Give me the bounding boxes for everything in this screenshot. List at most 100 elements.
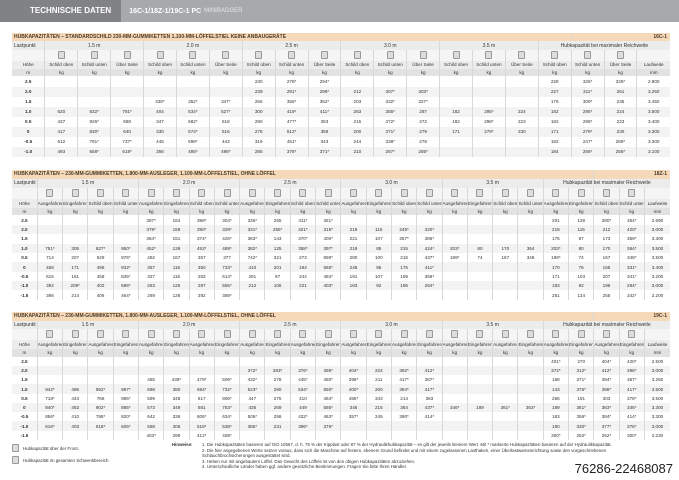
- cell: [87, 365, 114, 376]
- icon-cell: [274, 49, 309, 61]
- cell: 496: [87, 262, 114, 272]
- cell: 420*: [416, 224, 443, 235]
- cell: 252*: [568, 430, 594, 440]
- icon-cell: [188, 187, 215, 199]
- cell: 287: [188, 281, 215, 291]
- icon-cell: [175, 49, 210, 61]
- sub-header: Ausgefahren: [492, 340, 518, 349]
- unit: kg: [593, 207, 620, 216]
- cell: [112, 375, 139, 385]
- cell: [77, 96, 111, 107]
- cell: 180: [542, 421, 569, 431]
- cell: 446: [143, 136, 177, 147]
- cell: 273: [289, 252, 316, 263]
- cell: [112, 224, 139, 235]
- cell: 485*: [340, 393, 367, 403]
- sub-header: Ausgefahren: [340, 198, 367, 208]
- cell: 279*: [471, 126, 506, 137]
- cell: 92: [568, 281, 594, 291]
- icon-cell: [365, 329, 392, 341]
- icon-cell: [406, 49, 440, 61]
- sub-header: Ausgefahren: [188, 340, 215, 349]
- icon: [46, 188, 54, 197]
- icon-cell: [504, 49, 539, 61]
- cell: 348*: [618, 252, 645, 263]
- icon-cell: [208, 49, 243, 61]
- legend-item: Hubkapazität über der Front.: [12, 444, 122, 452]
- cell: 437*: [416, 402, 443, 413]
- unit: kg: [441, 207, 468, 216]
- cell: [441, 421, 468, 431]
- cell: 100: [365, 252, 392, 263]
- icon: [189, 50, 197, 59]
- cell: 321*: [289, 224, 316, 235]
- cell: [492, 262, 518, 272]
- cell: [365, 215, 392, 225]
- icon-cell: [62, 329, 88, 341]
- cell: [492, 421, 518, 431]
- cell: 244: [340, 136, 374, 147]
- icon-cell: [315, 329, 341, 341]
- icon: [425, 330, 433, 339]
- cell: 346: [340, 402, 367, 413]
- load-point: Lastpunkt: [12, 320, 38, 330]
- icon: [198, 188, 206, 197]
- cell: 128: [163, 290, 190, 300]
- cell: 835*: [112, 271, 139, 282]
- cell: 437*: [416, 252, 443, 263]
- cell: [208, 76, 243, 87]
- height: 1.0: [12, 243, 38, 253]
- cell: 278: [406, 136, 440, 147]
- cell: 987*: [112, 384, 139, 394]
- cell: 215: [365, 402, 392, 413]
- cell: 326*: [570, 76, 605, 87]
- cell: 267*: [373, 146, 407, 157]
- cell: 287: [406, 106, 440, 117]
- unit: kg: [517, 349, 544, 357]
- sub-header: Über Seite: [110, 60, 144, 69]
- cell: [441, 262, 468, 272]
- distance: 3.5 m: [441, 178, 544, 188]
- cell: 139: [568, 215, 594, 225]
- unit: kg: [471, 69, 506, 77]
- cell: 518*: [188, 421, 215, 431]
- cell: 385*: [239, 421, 265, 431]
- icon: [97, 330, 105, 339]
- cell: 167: [492, 252, 518, 263]
- cell: 3.300: [636, 136, 670, 147]
- cell: [492, 412, 518, 422]
- icon: [222, 50, 230, 59]
- cell: 484*: [315, 271, 341, 282]
- cell: 3.000: [643, 365, 670, 376]
- cell: 214: [390, 393, 417, 403]
- cell: 151: [163, 234, 190, 244]
- cell: 3.300: [643, 402, 670, 413]
- icon-cell: [307, 49, 341, 61]
- cell: 555*: [213, 281, 240, 291]
- cell: [62, 224, 88, 235]
- height: -1.0: [12, 281, 38, 291]
- icon: [223, 188, 231, 197]
- cell: 619*: [110, 146, 144, 157]
- data-row: 0.5 714 207 529 976* 492 167 357 377 742* 321 273 69…: [12, 252, 670, 263]
- cell: 3.250: [636, 86, 670, 97]
- cell: 125: [264, 243, 291, 253]
- cell: 374*: [188, 234, 215, 244]
- cell: 182: [439, 106, 473, 117]
- cell: [517, 393, 544, 403]
- icon-row: [12, 329, 670, 341]
- icon-cell: [110, 49, 144, 61]
- model-code: 16C-1: [570, 33, 670, 42]
- cell: [365, 290, 392, 300]
- height: -0.5: [20, 273, 29, 279]
- icon-cell: [163, 329, 190, 341]
- icon: [147, 330, 155, 339]
- unit: kg: [264, 207, 291, 216]
- sub-header: Ausgefahren: [137, 198, 164, 208]
- cell: [239, 430, 265, 440]
- cell: 394*: [593, 375, 620, 385]
- icon: [501, 188, 509, 197]
- distance: 1.5 m: [36, 178, 139, 188]
- distance: 3.5 m: [439, 41, 539, 50]
- sub-header: Schild unten: [373, 60, 407, 69]
